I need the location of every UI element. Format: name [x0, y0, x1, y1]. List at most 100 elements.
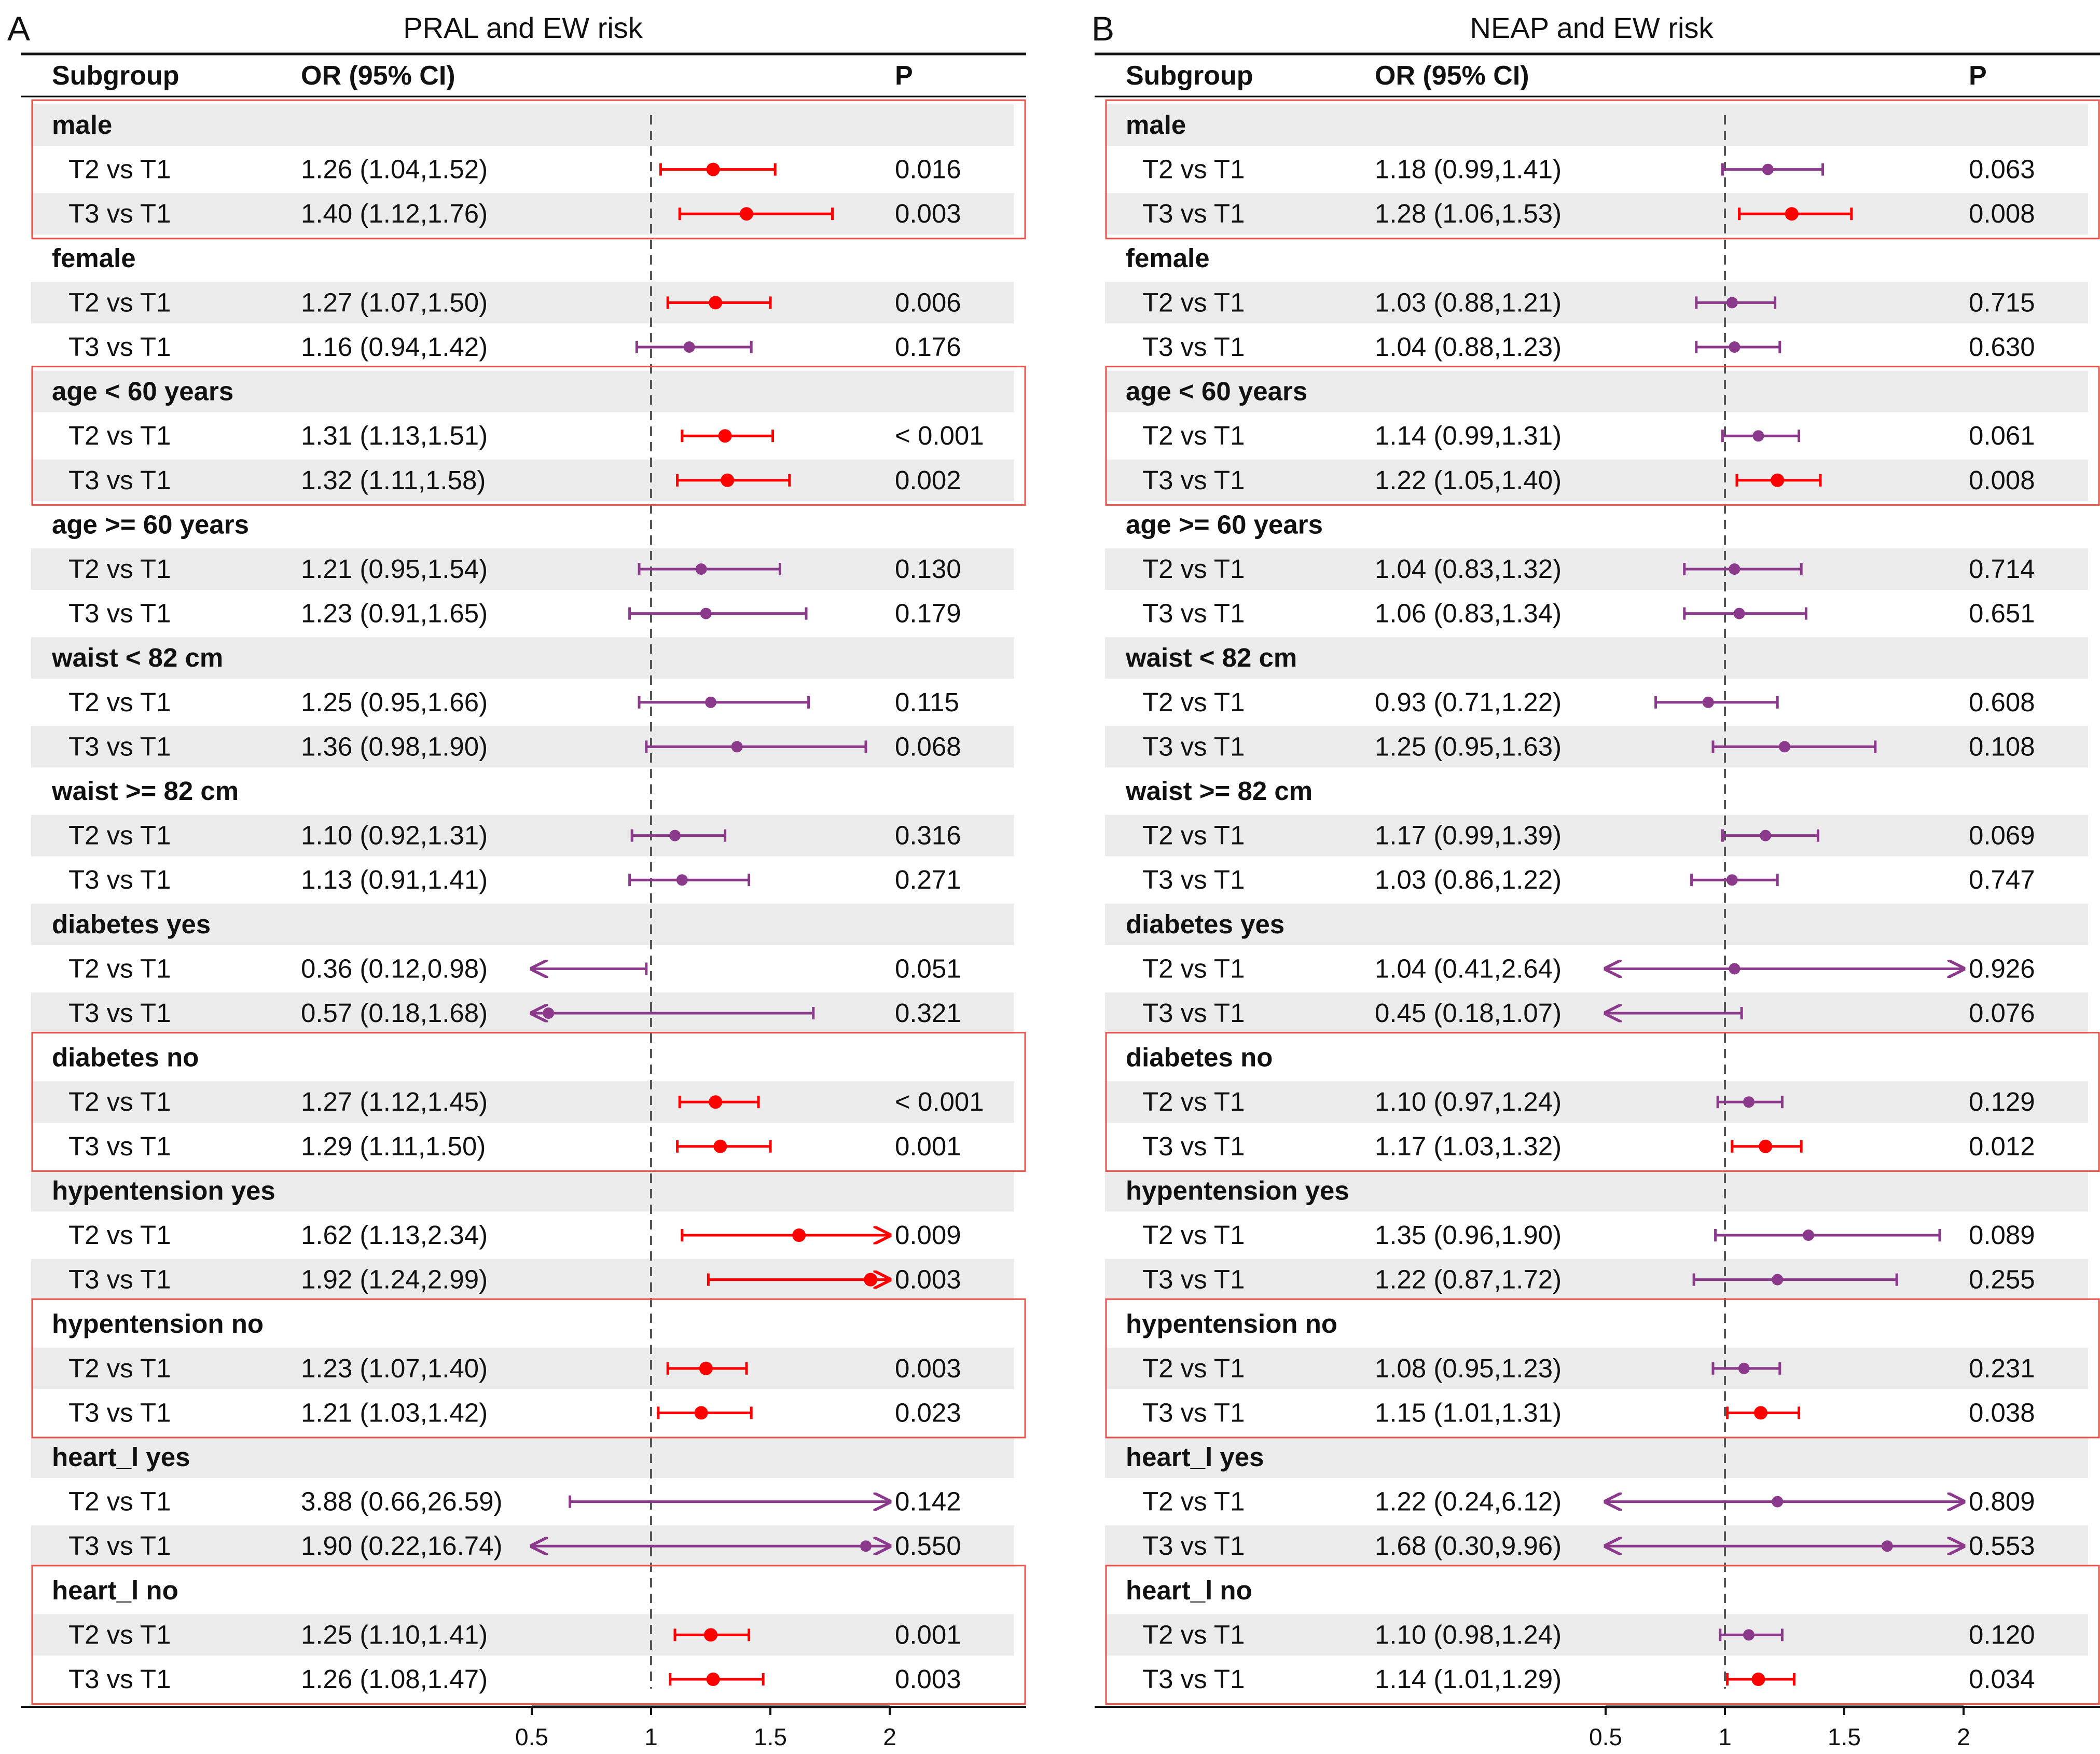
or-ci-value: 1.10 (0.98,1.24) — [1375, 1620, 1562, 1649]
row-band — [1105, 903, 2088, 945]
or-ci-value: 1.14 (1.01,1.29) — [1375, 1664, 1562, 1694]
or-ci-value: 1.36 (0.98,1.90) — [301, 731, 488, 761]
panel-letter: A — [7, 9, 30, 48]
p-value: 0.129 — [1969, 1087, 2035, 1116]
p-value: 0.069 — [1969, 821, 2035, 850]
row-band — [1105, 1081, 2088, 1123]
comparison-label: T3 vs T1 — [1142, 1265, 1245, 1294]
or-ci-value: 1.17 (1.03,1.32) — [1375, 1131, 1562, 1161]
or-ci-value: 0.57 (0.18,1.68) — [301, 998, 488, 1028]
p-value: 0.179 — [895, 599, 961, 628]
row-band — [31, 1437, 1014, 1478]
subgroup-label: diabetes no — [1126, 1043, 1273, 1072]
or-point — [1881, 1540, 1893, 1552]
or-ci-value: 1.68 (0.30,9.96) — [1375, 1531, 1562, 1560]
comparison-label: T2 vs T1 — [68, 1087, 171, 1116]
comparison-label: T3 vs T1 — [1142, 599, 1245, 628]
row-band — [1105, 104, 2088, 146]
p-value: < 0.001 — [895, 1087, 984, 1116]
or-ci-value: 1.22 (0.87,1.72) — [1375, 1265, 1562, 1294]
highlight-box — [31, 1032, 1026, 1172]
or-point — [864, 1273, 878, 1287]
p-value: 0.120 — [1969, 1620, 2035, 1649]
p-value: 0.001 — [895, 1620, 961, 1649]
p-value: 0.809 — [1969, 1487, 2035, 1516]
row-band — [1105, 726, 2088, 768]
p-value: 0.176 — [895, 332, 961, 362]
or-ci-value: 1.03 (0.86,1.22) — [1375, 865, 1562, 894]
chart-title: NEAP and EW risk — [1470, 11, 1714, 44]
or-ci-value: 1.26 (1.08,1.47) — [301, 1664, 488, 1694]
or-point — [1779, 741, 1790, 753]
row-band — [31, 1170, 1014, 1212]
row-band — [31, 903, 1014, 945]
comparison-label: T2 vs T1 — [68, 155, 171, 184]
or-ci-value: 1.62 (1.13,2.34) — [301, 1220, 488, 1250]
p-value: 0.003 — [895, 1664, 961, 1694]
or-point — [1738, 1362, 1750, 1374]
subgroup-label: age < 60 years — [1126, 377, 1307, 406]
subgroup-label: waist < 82 cm — [1125, 643, 1297, 672]
or-ci-value: 1.27 (1.12,1.45) — [301, 1087, 488, 1116]
comparison-label: T2 vs T1 — [68, 821, 171, 850]
p-value: 0.009 — [895, 1220, 961, 1250]
subgroup-label: diabetes no — [52, 1043, 199, 1072]
subgroup-label: hypentension no — [1126, 1309, 1337, 1338]
row-band — [31, 1347, 1014, 1389]
or-point — [699, 1361, 713, 1375]
subgroup-label: heart_l yes — [52, 1442, 190, 1472]
or-ci-value: 1.90 (0.22,16.74) — [301, 1531, 502, 1560]
comparison-label: T2 vs T1 — [68, 554, 171, 584]
or-point — [860, 1540, 872, 1552]
or-ci-value: 1.06 (0.83,1.34) — [1375, 599, 1562, 628]
p-value: 0.321 — [895, 998, 961, 1028]
row-band — [31, 193, 1014, 235]
p-value: 0.747 — [1969, 865, 2035, 894]
subgroup-label: male — [1126, 110, 1186, 140]
p-value: 0.002 — [895, 465, 961, 495]
or-point — [1726, 297, 1738, 309]
row-band — [31, 637, 1014, 679]
highlight-box — [31, 366, 1026, 506]
or-ci-value: 1.25 (1.10,1.41) — [301, 1620, 488, 1649]
comparison-label: T3 vs T1 — [1142, 1664, 1245, 1694]
comparison-label: T2 vs T1 — [68, 1354, 171, 1383]
or-point — [706, 162, 720, 176]
p-value: 0.003 — [895, 1354, 961, 1383]
row-band — [31, 370, 1014, 412]
or-point — [1751, 1673, 1765, 1686]
row-band — [31, 1081, 1014, 1123]
or-ci-value: 1.40 (1.12,1.76) — [301, 199, 488, 228]
p-value: 0.008 — [1969, 465, 2035, 495]
or-ci-value: 1.04 (0.88,1.23) — [1375, 332, 1562, 362]
p-value: 0.550 — [895, 1531, 961, 1560]
p-value: 0.012 — [1969, 1131, 2035, 1161]
subgroup-header: Subgroup — [1126, 61, 1253, 91]
comparison-label: T2 vs T1 — [68, 1487, 171, 1516]
subgroup-label: female — [52, 243, 136, 273]
x-tick-label: 1.5 — [1828, 1723, 1861, 1750]
or-point — [709, 296, 723, 310]
p-value: 0.130 — [895, 554, 961, 584]
highlight-box — [1105, 99, 2100, 240]
or-point — [1803, 1230, 1814, 1241]
or-ci-value: 1.26 (1.04,1.52) — [301, 155, 488, 184]
comparison-label: T2 vs T1 — [1142, 554, 1245, 584]
or-point — [1702, 696, 1714, 708]
comparison-label: T2 vs T1 — [1142, 687, 1245, 717]
comparison-label: T2 vs T1 — [1142, 821, 1245, 850]
comparison-label: T3 vs T1 — [1142, 332, 1245, 362]
comparison-label: T2 vs T1 — [68, 687, 171, 717]
comparison-label: T3 vs T1 — [1142, 1131, 1245, 1161]
p-value: 0.003 — [895, 199, 961, 228]
or-ci-value: 1.31 (1.13,1.51) — [301, 421, 488, 450]
p-value: 0.034 — [1969, 1664, 2035, 1694]
subgroup-label: waist >= 82 cm — [51, 776, 239, 806]
subgroup-label: diabetes yes — [52, 909, 211, 939]
comparison-label: T3 vs T1 — [68, 465, 171, 495]
row-band — [1105, 992, 2088, 1034]
or-ci-value: 1.13 (0.91,1.41) — [301, 865, 488, 894]
x-tick-label: 2 — [883, 1723, 896, 1750]
subgroup-label: male — [52, 110, 112, 140]
p-value: 0.063 — [1969, 155, 2035, 184]
